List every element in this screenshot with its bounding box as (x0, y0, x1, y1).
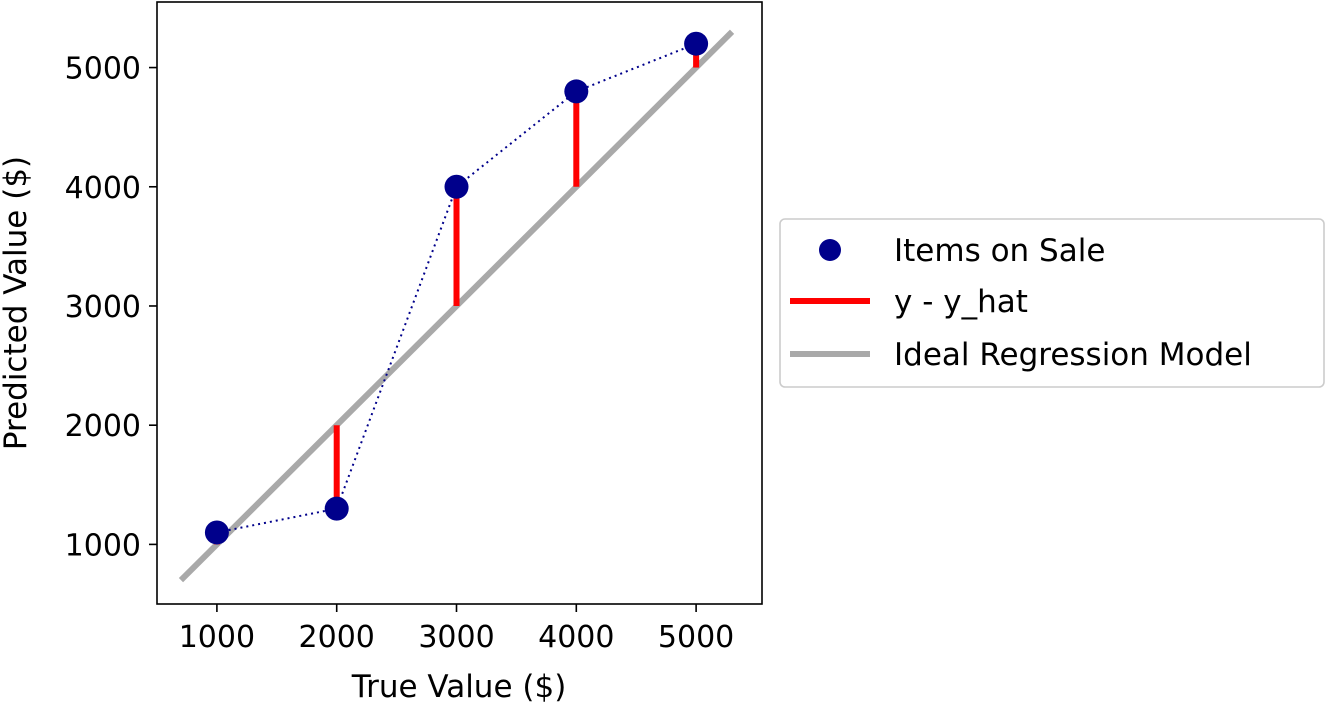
legend-marker-items-on-sale (819, 239, 841, 261)
data-point (564, 79, 589, 104)
data-point (324, 496, 349, 521)
data-point (204, 520, 229, 545)
y-tick-label: 1000 (65, 528, 141, 563)
x-tick-label: 1000 (179, 620, 255, 655)
y-axis-label: Predicted Value ($) (0, 156, 34, 450)
x-tick-label: 3000 (418, 620, 494, 655)
plot-frame (156, 1, 763, 605)
y-tick-label: 4000 (65, 171, 141, 206)
y-tick-label: 2000 (65, 409, 141, 444)
legend: Items on Sale y - y_hat Ideal Regression… (779, 218, 1325, 388)
y-tick-label: 5000 (65, 52, 141, 87)
y-axis: 1000 2000 3000 4000 5000 (65, 52, 157, 563)
y-tick-label: 3000 (65, 290, 141, 325)
legend-label-ideal-model: Ideal Regression Model (894, 337, 1252, 373)
x-tick-label: 4000 (538, 620, 614, 655)
legend-label-items-on-sale: Items on Sale (894, 233, 1105, 269)
legend-label-residuals: y - y_hat (894, 284, 1028, 320)
legend-frame (779, 218, 1325, 388)
data-point (684, 31, 709, 56)
connecting-dotted-line (216, 42, 697, 534)
data-point (444, 174, 469, 199)
plot-marks (178, 29, 735, 583)
x-axis-label: True Value ($) (351, 669, 567, 705)
x-tick-label: 5000 (658, 620, 734, 655)
x-axis: 1000 2000 3000 4000 5000 (179, 604, 734, 655)
x-tick-label: 2000 (299, 620, 375, 655)
